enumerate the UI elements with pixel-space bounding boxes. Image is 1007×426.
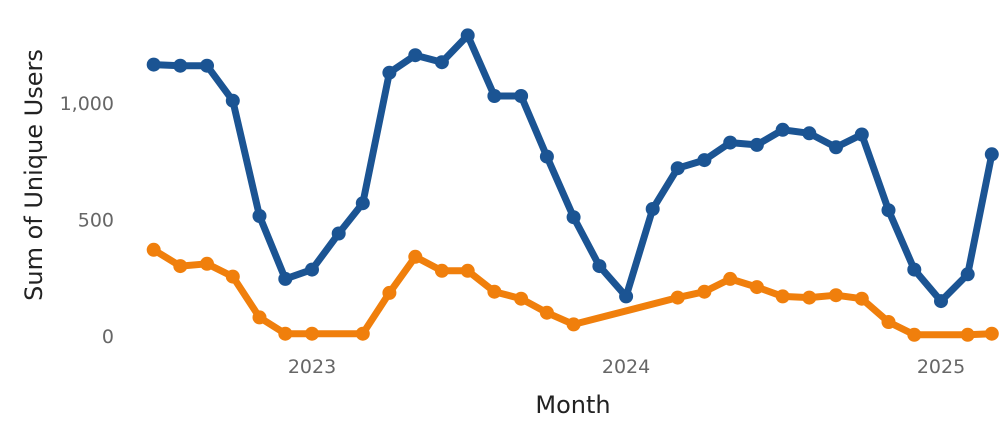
data-point[interactable]	[881, 315, 896, 329]
data-point[interactable]	[802, 126, 817, 141]
data-point[interactable]	[670, 290, 685, 305]
data-point[interactable]	[960, 327, 975, 342]
data-point[interactable]	[854, 127, 869, 142]
data-point[interactable]	[460, 28, 475, 43]
data-point[interactable]	[225, 93, 240, 108]
series-line	[150, 31, 996, 305]
data-point[interactable]	[670, 161, 685, 176]
data-point[interactable]	[355, 326, 370, 341]
data-point[interactable]	[514, 291, 529, 306]
data-point[interactable]	[225, 269, 240, 284]
data-point[interactable]	[408, 249, 423, 264]
data-point[interactable]	[305, 326, 319, 341]
data-point[interactable]	[881, 203, 896, 218]
data-point[interactable]	[619, 289, 634, 304]
data-point[interactable]	[566, 317, 581, 332]
data-point[interactable]	[984, 147, 999, 162]
data-point[interactable]	[566, 210, 581, 225]
data-point[interactable]	[382, 65, 397, 80]
data-point[interactable]	[539, 305, 554, 320]
series-2	[146, 242, 999, 342]
y-tick-label: 0	[102, 326, 114, 348]
data-point[interactable]	[984, 326, 999, 341]
data-point[interactable]	[802, 290, 817, 305]
data-point[interactable]	[723, 271, 738, 286]
data-point[interactable]	[854, 291, 869, 306]
data-point[interactable]	[434, 55, 449, 70]
data-point[interactable]	[592, 259, 607, 274]
data-point[interactable]	[697, 153, 712, 168]
x-tick-label: 2023	[288, 356, 336, 378]
y-axis-title: Sum of Unique Users	[20, 49, 48, 301]
data-point[interactable]	[775, 122, 790, 137]
data-point[interactable]	[829, 140, 843, 155]
x-tick-label: 2025	[917, 356, 965, 378]
y-tick-label: 1,000	[60, 93, 114, 115]
data-point[interactable]	[487, 284, 502, 299]
data-point[interactable]	[539, 149, 554, 164]
series-1	[146, 28, 999, 309]
x-axis-title: Month	[535, 391, 610, 419]
series-line	[150, 246, 996, 339]
data-point[interactable]	[408, 48, 423, 63]
data-point[interactable]	[775, 289, 790, 304]
data-point[interactable]	[749, 280, 764, 295]
data-point[interactable]	[146, 57, 161, 72]
data-point[interactable]	[723, 135, 738, 150]
data-point[interactable]	[173, 58, 188, 73]
series-layer	[146, 28, 999, 342]
data-point[interactable]	[305, 262, 319, 277]
data-point[interactable]	[252, 209, 267, 223]
data-point[interactable]	[173, 259, 188, 274]
data-point[interactable]	[487, 89, 502, 103]
data-point[interactable]	[460, 263, 475, 278]
data-point[interactable]	[252, 310, 267, 325]
data-point[interactable]	[278, 326, 293, 341]
data-point[interactable]	[331, 226, 346, 241]
data-point[interactable]	[697, 284, 712, 299]
data-point[interactable]	[355, 196, 370, 211]
y-tick-label: 500	[78, 210, 114, 232]
x-axis: 2023 2024 2025	[288, 356, 965, 378]
x-tick-label: 2024	[602, 356, 650, 378]
data-point[interactable]	[146, 242, 161, 257]
data-point[interactable]	[645, 202, 660, 216]
data-point[interactable]	[278, 271, 293, 286]
data-point[interactable]	[382, 285, 397, 300]
data-point[interactable]	[960, 267, 975, 282]
data-point[interactable]	[200, 256, 214, 271]
y-axis: 0 500 1,000	[60, 93, 114, 348]
data-point[interactable]	[907, 327, 922, 342]
data-point[interactable]	[200, 58, 214, 73]
data-point[interactable]	[434, 263, 449, 278]
data-point[interactable]	[749, 137, 764, 152]
data-point[interactable]	[829, 288, 843, 303]
data-point[interactable]	[514, 89, 529, 103]
data-point[interactable]	[934, 294, 948, 309]
data-point[interactable]	[907, 262, 922, 277]
